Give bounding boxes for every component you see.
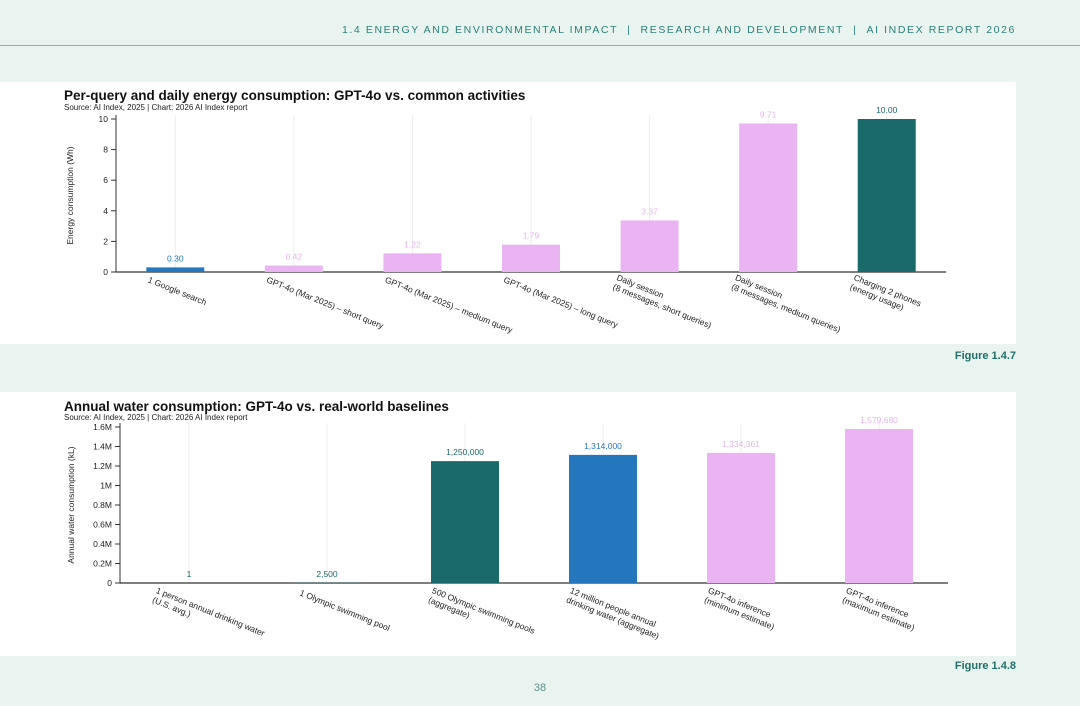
- bar: [845, 428, 913, 583]
- water-chart-source: Source: AI Index, 2025 | Chart: 2026 AI …: [64, 413, 248, 422]
- x-tick-label: GPT-4o inference(minimum estimate): [703, 585, 780, 632]
- y-tick-label: 0: [103, 267, 108, 277]
- x-tick-label: Daily session(8 messages, short queries): [612, 272, 717, 330]
- header-chapter: RESEARCH AND DEVELOPMENT: [640, 24, 845, 36]
- data-label: 2,500: [316, 569, 338, 579]
- x-tick-label: Charging 2 phones(energy usage): [849, 272, 923, 317]
- y-tick-label: 1.4M: [93, 442, 112, 452]
- data-label: 1,579,680: [860, 415, 898, 425]
- x-tick-label: 1 person annual drinking water(U.S. avg.…: [151, 585, 266, 647]
- data-label: 1.79: [523, 231, 540, 241]
- y-tick-label: 6: [103, 175, 108, 185]
- y-axis-label: Annual water consumption (kL): [66, 446, 76, 563]
- x-tick-label-line: GPT-4o (Mar 2025) – long query: [502, 275, 620, 330]
- data-label: 1,334,361: [722, 439, 760, 449]
- bar: [264, 265, 323, 272]
- water-chart-title: Annual water consumption: GPT-4o vs. rea…: [64, 399, 449, 414]
- y-tick-label: 0.2M: [93, 559, 112, 569]
- data-label: 0.30: [167, 253, 184, 263]
- bar: [739, 123, 798, 272]
- y-tick-label: 1.6M: [93, 422, 112, 432]
- x-tick-label-line: 1 Olympic swimming pool: [298, 588, 391, 633]
- energy-chart-source: Source: AI Index, 2025 | Chart: 2026 AI …: [64, 103, 248, 112]
- energy-chart-title: Per-query and daily energy consumption: …: [64, 88, 526, 103]
- y-tick-label: 0.6M: [93, 520, 112, 530]
- figure-label-1-4-8: Figure 1.4.8: [954, 660, 1016, 672]
- header-report: AI INDEX REPORT 2026: [866, 24, 1016, 36]
- page-number: 38: [533, 682, 547, 694]
- data-label: 10.00: [876, 105, 898, 115]
- bar: [569, 454, 637, 583]
- y-tick-label: 2: [103, 236, 108, 246]
- header-separator: |: [627, 24, 632, 36]
- data-label: 3.37: [641, 206, 658, 216]
- data-label: 0.42: [286, 252, 303, 262]
- y-tick-label: 1.2M: [93, 461, 112, 471]
- y-tick-label: 1M: [100, 481, 112, 491]
- bar: [857, 119, 916, 272]
- page-header: 1.4 ENERGY AND ENVIRONMENTAL IMPACT | RE…: [0, 0, 1080, 46]
- data-label: 9.71: [760, 109, 777, 119]
- x-tick-label: GPT-4o (Mar 2025) – medium query: [384, 275, 515, 336]
- x-tick-label-line: 1 Google search: [147, 275, 209, 308]
- header-separator: |: [853, 24, 858, 36]
- x-tick-label: 1 Google search: [147, 275, 209, 308]
- y-tick-label: 0: [107, 578, 112, 588]
- x-tick-label: GPT-4o inference(maximum estimate): [841, 585, 920, 632]
- bar: [431, 461, 499, 583]
- y-tick-label: 8: [103, 145, 108, 155]
- energy-chart: 0 2 4 6 8 10 Energy consumption (Wh) 0.30 1 Goog…: [65, 105, 946, 336]
- x-tick-label: GPT-4o (Mar 2025) – long query: [502, 275, 620, 330]
- data-label: 1.22: [404, 239, 421, 249]
- energy-chart-panel: [0, 82, 1016, 344]
- x-tick-label: 12 million people annualdrinking water (…: [565, 585, 665, 641]
- bar: [383, 253, 442, 272]
- bar: [146, 267, 205, 272]
- bar: [707, 452, 775, 583]
- x-tick-label-line: (8 messages, medium queries): [730, 282, 842, 335]
- bar: [620, 220, 679, 272]
- x-tick-label: Daily session(8 messages, medium queries…: [730, 272, 846, 334]
- y-axis-label: Energy consumption (Wh): [65, 146, 75, 244]
- x-tick-label: GPT-4o (Mar 2025) – short query: [265, 275, 386, 331]
- data-label: 1: [187, 569, 192, 579]
- header-divider: [0, 45, 1080, 46]
- x-tick-label: 500 Olympic swimming pools(aggregate): [427, 585, 537, 645]
- y-tick-label: 10: [99, 114, 109, 124]
- running-header: 1.4 ENERGY AND ENVIRONMENTAL IMPACT | RE…: [342, 24, 1016, 36]
- data-label: 1,314,000: [584, 441, 622, 451]
- x-tick-label: 1 Olympic swimming pool: [298, 588, 391, 633]
- data-label: 1,250,000: [446, 447, 484, 457]
- y-tick-label: 0.8M: [93, 500, 112, 510]
- x-tick-label-line: GPT-4o (Mar 2025) – short query: [265, 275, 386, 331]
- bar: [502, 244, 560, 272]
- x-tick-label-line: GPT-4o (Mar 2025) – medium query: [384, 275, 515, 336]
- y-tick-label: 0.4M: [93, 539, 112, 549]
- figure-label-1-4-7: Figure 1.4.7: [954, 350, 1016, 362]
- y-tick-label: 4: [103, 206, 108, 216]
- header-section: 1.4 ENERGY AND ENVIRONMENTAL IMPACT: [341, 24, 619, 36]
- water-chart: 0 0.2M 0.4M 0.6M 0.8M 1M 1.2M 1.4M 1.6M Annual wa…: [66, 415, 948, 647]
